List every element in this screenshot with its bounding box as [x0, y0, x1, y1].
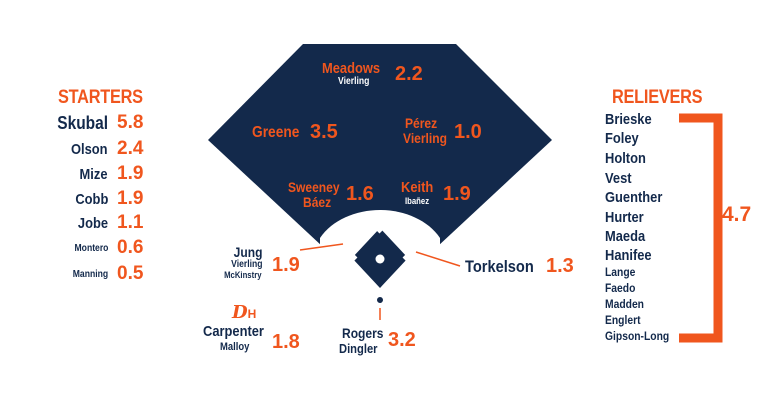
ss-name: Sweeney [288, 179, 340, 195]
reliever-name: Vest [605, 170, 632, 187]
reliever-name: Englert [605, 313, 641, 327]
starter-war: 1.9 [117, 188, 144, 209]
reliever-name: Holton [605, 150, 646, 167]
starter-war: 0.6 [117, 237, 144, 258]
cf-war: 2.2 [395, 63, 423, 85]
dh-war: 1.8 [272, 331, 300, 353]
starter-name: Olson [71, 141, 108, 158]
2b-war: 1.9 [443, 183, 471, 205]
relievers-bracket [679, 113, 723, 343]
starter-name: Montero [74, 243, 108, 254]
reliever-name: Hurter [605, 209, 644, 226]
starter-name: Jobe [77, 215, 108, 232]
starter-war: 0.5 [117, 263, 144, 284]
reliever-name: Hanifee [605, 247, 652, 264]
second-base [374, 223, 385, 234]
1b-name: Torkelson [465, 257, 534, 276]
3b-war: 1.9 [272, 254, 300, 276]
2b-name: Keith [401, 179, 434, 196]
starter-name: Manning [72, 269, 108, 280]
cf-name: Meadows [322, 60, 381, 77]
cf-sub: Vierling [338, 76, 370, 87]
relievers-war: 4.7 [722, 203, 752, 226]
ss-sub: Báez [303, 194, 332, 210]
reliever-name: Gipson-Long [605, 329, 670, 343]
starter-name: Mize [80, 166, 108, 183]
2b-sub: Ibañez [405, 196, 430, 206]
c-name: Rogers [342, 325, 384, 341]
3b-sub1: Vierling [230, 259, 262, 270]
1b-war: 1.3 [546, 255, 574, 277]
3b-sub2: McKinstry [224, 270, 262, 280]
pointer-line-3b [299, 243, 344, 251]
lf-name: Greene [252, 124, 300, 141]
pointer-line-1b [415, 251, 461, 267]
starters-title: STARTERS [58, 87, 143, 108]
reliever-name: Madden [605, 297, 644, 311]
first-base [402, 252, 413, 263]
relievers-title: RELIEVERS [612, 87, 703, 108]
rf-sub: Vierling [403, 130, 447, 146]
starter-name: Cobb [75, 191, 108, 208]
reliever-name: Brieske [605, 111, 652, 128]
tigers-d-logo: DH [232, 302, 257, 323]
3b-name: Jung [233, 244, 262, 260]
field-outline [208, 44, 552, 300]
ss-war: 1.6 [346, 183, 374, 205]
c-sub: Dingler [339, 341, 378, 356]
starter-name: Skubal [57, 113, 108, 133]
pitchers-mound [375, 254, 385, 264]
starter-war: 5.8 [117, 112, 144, 133]
dh-name: Carpenter [203, 323, 264, 340]
home-plate-dot [377, 297, 383, 303]
rf-war: 1.0 [454, 121, 482, 143]
reliever-name: Maeda [605, 228, 646, 245]
starter-war: 2.4 [117, 138, 144, 159]
starter-war: 1.9 [117, 163, 144, 184]
starter-war: 1.1 [117, 212, 144, 233]
reliever-name: Faedo [605, 281, 636, 295]
reliever-name: Guenther [605, 189, 663, 206]
reliever-name: Lange [605, 265, 636, 279]
rf-name: Pérez [405, 115, 438, 131]
c-war: 3.2 [388, 329, 416, 351]
reliever-name: Foley [605, 130, 639, 147]
lf-war: 3.5 [310, 121, 338, 143]
dh-sub: Malloy [220, 341, 250, 353]
third-base [347, 252, 358, 263]
